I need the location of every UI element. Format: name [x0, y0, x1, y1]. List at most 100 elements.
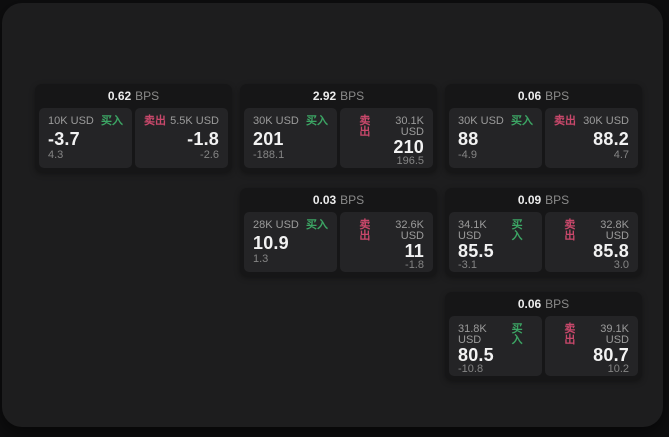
buy-side-label: 买入	[511, 323, 523, 346]
sell-tile-top: 卖出 5.5K USD	[144, 116, 219, 127]
sell-sub-value: 10.2	[607, 363, 629, 375]
buy-size: 34.1K USD	[458, 219, 487, 242]
buy-tile[interactable]: 30K USD 买入 201 -188.1	[244, 108, 337, 168]
card-header: 0.62 BPS	[39, 84, 228, 108]
sell-tile-top: 卖出 32.6K USD	[349, 220, 424, 242]
buy-sub-value: 4.3	[48, 149, 64, 161]
buy-side-label: 买入	[306, 219, 328, 231]
buy-tile[interactable]: 10K USD 买入 -3.7 4.3	[39, 108, 132, 168]
price-card: 0.62 BPS 10K USD 买入 -3.7 4.3 卖出 5.5K USD…	[35, 84, 232, 172]
buy-price: 80.5	[458, 345, 494, 365]
buy-sub-value: -188.1	[253, 149, 285, 161]
buy-tile[interactable]: 30K USD 买入 88 -4.9	[449, 108, 542, 168]
bps-unit-label: BPS	[545, 89, 570, 103]
app-window: 0.62 BPS 10K USD 买入 -3.7 4.3 卖出 5.5K USD…	[2, 3, 663, 427]
price-card: 2.92 BPS 30K USD 买入 201 -188.1 卖出 30.1K …	[240, 84, 437, 172]
sell-sub-value: 3.0	[613, 259, 629, 271]
sell-side-label: 卖出	[564, 323, 576, 346]
buy-sub-value: 1.3	[253, 253, 269, 265]
bps-unit-label: BPS	[340, 89, 365, 103]
sell-size: 30.1K USD	[395, 115, 424, 138]
card-header: 0.06 BPS	[449, 292, 638, 316]
sell-tile[interactable]: 卖出 32.8K USD 85.8 3.0	[545, 212, 638, 272]
bps-unit-label: BPS	[135, 89, 160, 103]
buy-price: 85.5	[458, 241, 494, 261]
price-card: 0.09 BPS 34.1K USD 买入 85.5 -3.1 卖出 32.8K…	[445, 188, 642, 276]
buy-sell-panels: 30K USD 买入 201 -188.1 卖出 30.1K USD 210 1…	[244, 108, 433, 168]
bps-value: 0.09	[517, 193, 542, 207]
buy-size: 10K USD	[48, 115, 94, 127]
buy-tile[interactable]: 28K USD 买入 10.9 1.3	[244, 212, 337, 272]
buy-sell-panels: 30K USD 买入 88 -4.9 卖出 30K USD 88.2 4.7	[449, 108, 638, 168]
buy-tile-top: 28K USD 买入	[253, 220, 328, 231]
sell-size: 32.8K USD	[600, 219, 629, 242]
bps-value: 0.03	[312, 193, 337, 207]
sell-size: 30K USD	[583, 115, 629, 127]
card-header: 0.03 BPS	[244, 188, 433, 212]
price-card: 0.03 BPS 28K USD 买入 10.9 1.3 卖出 32.6K US…	[240, 188, 437, 276]
price-card: 0.06 BPS 30K USD 买入 88 -4.9 卖出 30K USD 8…	[445, 84, 642, 172]
buy-sell-panels: 34.1K USD 买入 85.5 -3.1 卖出 32.8K USD 85.8…	[449, 212, 638, 272]
buy-price: 10.9	[253, 232, 289, 253]
sell-side-label: 卖出	[359, 219, 371, 242]
sell-sub-value: 4.7	[613, 149, 629, 161]
buy-sub-value: -10.8	[458, 363, 484, 375]
sell-tile-top: 卖出 39.1K USD	[554, 324, 629, 346]
buy-size: 30K USD	[253, 115, 299, 127]
sell-size: 39.1K USD	[600, 323, 629, 346]
sell-price: 210	[393, 137, 424, 157]
sell-size: 5.5K USD	[170, 115, 219, 127]
sell-tile[interactable]: 卖出 5.5K USD -1.8 -2.6	[135, 108, 228, 168]
buy-tile[interactable]: 31.8K USD 买入 80.5 -10.8	[449, 316, 542, 376]
buy-tile-top: 30K USD 买入	[458, 116, 533, 127]
buy-tile-top: 30K USD 买入	[253, 116, 328, 127]
card-header: 0.09 BPS	[449, 188, 638, 212]
card-header: 2.92 BPS	[244, 84, 433, 108]
price-card: 0.06 BPS 31.8K USD 买入 80.5 -10.8 卖出 39.1…	[445, 292, 642, 380]
sell-side-label: 卖出	[564, 219, 576, 242]
sell-sub-value: -2.6	[200, 149, 219, 161]
buy-tile-top: 31.8K USD 买入	[458, 324, 533, 346]
buy-sub-value: -4.9	[458, 149, 477, 161]
buy-sub-value: -3.1	[458, 259, 477, 271]
sell-tile[interactable]: 卖出 39.1K USD 80.7 10.2	[545, 316, 638, 376]
buy-tile-top: 34.1K USD 买入	[458, 220, 533, 242]
buy-size: 30K USD	[458, 115, 504, 127]
sell-price: 80.7	[593, 345, 629, 365]
sell-price: -1.8	[187, 128, 219, 149]
buy-price: 88	[458, 128, 479, 149]
buy-sell-panels: 10K USD 买入 -3.7 4.3 卖出 5.5K USD -1.8 -2.…	[39, 108, 228, 168]
price-tiles-grid: 0.62 BPS 10K USD 买入 -3.7 4.3 卖出 5.5K USD…	[35, 84, 642, 380]
sell-sub-value: -1.8	[405, 259, 424, 271]
buy-tile-top: 10K USD 买入	[48, 116, 123, 127]
sell-price: 11	[404, 241, 424, 261]
bps-unit-label: BPS	[545, 193, 570, 207]
sell-size: 32.6K USD	[395, 219, 424, 242]
bps-value: 0.06	[517, 297, 542, 311]
sell-price: 88.2	[593, 128, 629, 149]
bps-unit-label: BPS	[545, 297, 570, 311]
bps-unit-label: BPS	[340, 193, 365, 207]
buy-tile[interactable]: 34.1K USD 买入 85.5 -3.1	[449, 212, 542, 272]
buy-side-label: 买入	[511, 115, 533, 127]
buy-side-label: 买入	[101, 115, 123, 127]
sell-side-label: 卖出	[554, 115, 576, 127]
buy-size: 31.8K USD	[458, 323, 487, 346]
buy-side-label: 买入	[511, 219, 523, 242]
buy-sell-panels: 31.8K USD 买入 80.5 -10.8 卖出 39.1K USD 80.…	[449, 316, 638, 376]
sell-side-label: 卖出	[359, 115, 371, 138]
bps-value: 0.62	[107, 89, 132, 103]
buy-price: 201	[253, 128, 284, 149]
buy-size: 28K USD	[253, 219, 299, 231]
sell-tile[interactable]: 卖出 32.6K USD 11 -1.8	[340, 212, 433, 272]
bps-value: 0.06	[517, 89, 542, 103]
sell-tile[interactable]: 卖出 30.1K USD 210 196.5	[340, 108, 433, 168]
sell-price: 85.8	[593, 241, 629, 261]
buy-price: -3.7	[48, 128, 80, 149]
bps-value: 2.92	[312, 89, 337, 103]
sell-tile-top: 卖出 30.1K USD	[349, 116, 424, 138]
buy-side-label: 买入	[306, 115, 328, 127]
sell-tile[interactable]: 卖出 30K USD 88.2 4.7	[545, 108, 638, 168]
sell-tile-top: 卖出 30K USD	[554, 116, 629, 127]
sell-sub-value: 196.5	[396, 155, 424, 167]
